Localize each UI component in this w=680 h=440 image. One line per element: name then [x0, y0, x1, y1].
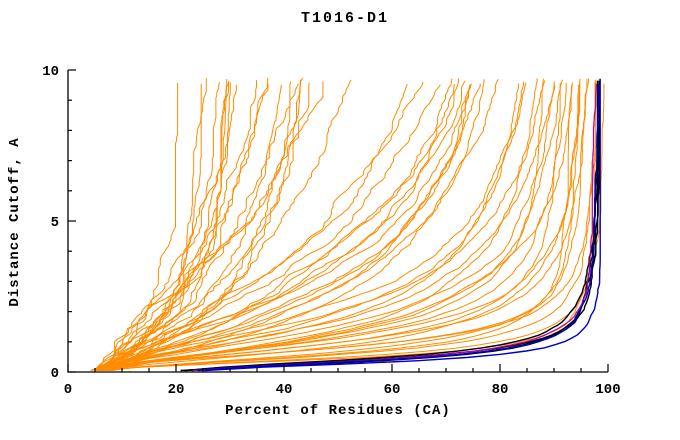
- model-curve: [191, 80, 601, 372]
- model-curve: [95, 82, 310, 371]
- model-curve: [101, 84, 455, 371]
- model-curve: [96, 78, 545, 371]
- tick-marks: [67, 69, 609, 373]
- x-tick-label: 20: [168, 382, 185, 398]
- model-curve: [102, 82, 561, 371]
- model-curve: [112, 84, 580, 371]
- y-tick-label: 0: [51, 366, 59, 382]
- model-curve: [95, 78, 459, 371]
- model-curve: [95, 80, 257, 371]
- model-curve: [107, 84, 471, 371]
- model-curve: [95, 82, 581, 371]
- x-axis-title: Percent of Residues (CA): [225, 403, 451, 419]
- y-tick-label: 10: [42, 64, 59, 80]
- model-curve: [102, 79, 485, 371]
- model-curve: [104, 81, 596, 371]
- chart-title: T1016-D1: [301, 10, 389, 27]
- tick-labels: 0 20 40 60 80 100 0 5 10: [42, 64, 620, 398]
- x-tick-label: 60: [384, 382, 401, 398]
- model-curve: [108, 79, 302, 371]
- x-tick-label: 80: [492, 382, 509, 398]
- model-curve: [101, 78, 499, 371]
- x-tick-label: 100: [595, 382, 620, 398]
- model-curve: [103, 81, 230, 371]
- model-curve: [103, 84, 573, 371]
- model-curve: [95, 82, 220, 371]
- model-curve: [112, 79, 228, 371]
- model-curve: [107, 83, 299, 371]
- model-curve: [101, 81, 324, 371]
- model-curve: [96, 81, 424, 371]
- model-curve: [204, 78, 601, 372]
- model-curve: [113, 78, 538, 371]
- model-curve: [98, 82, 231, 371]
- y-tick-label: 5: [51, 215, 59, 231]
- model-curve: [97, 83, 481, 371]
- model-curve: [96, 83, 202, 371]
- model-curve: [106, 83, 519, 371]
- model-curve: [106, 83, 473, 371]
- model-curves: [90, 77, 605, 372]
- model-curve: [96, 84, 556, 371]
- model-curve: [109, 82, 573, 371]
- model-curve: [106, 81, 229, 371]
- model-curve: [101, 80, 546, 371]
- model-curve: [102, 81, 524, 371]
- model-curve: [101, 84, 237, 371]
- model-curve: [96, 82, 527, 371]
- x-tick-label: 0: [64, 382, 72, 398]
- model-curve: [90, 81, 555, 371]
- model-curve: [192, 83, 597, 372]
- model-curve: [197, 84, 600, 372]
- model-curve: [102, 79, 564, 371]
- model-curve: [100, 80, 466, 371]
- y-axis-title: Distance Cutoff, A: [7, 137, 23, 306]
- x-tick-label: 40: [276, 382, 293, 398]
- model-curve: [96, 79, 588, 371]
- model-curve: [91, 84, 408, 371]
- model-curve: [100, 84, 282, 371]
- model-curve: [101, 78, 207, 371]
- model-curve: [98, 81, 292, 371]
